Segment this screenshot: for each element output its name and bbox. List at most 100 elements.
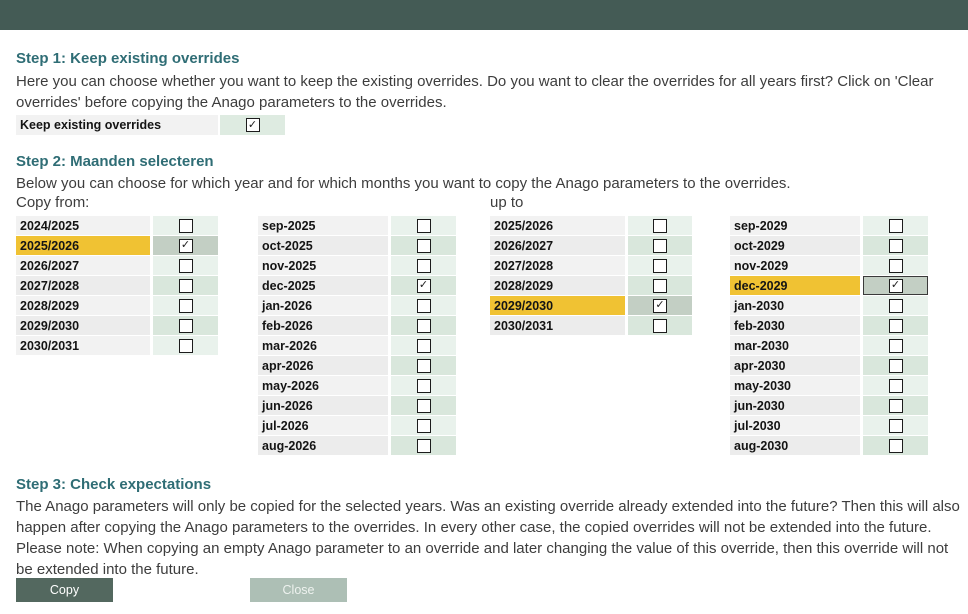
checkbox[interactable] <box>888 438 903 453</box>
table-row[interactable]: nov-2025 <box>258 256 456 276</box>
checkbox[interactable] <box>416 378 431 393</box>
table-row[interactable]: feb-2026 <box>258 316 456 336</box>
row-checkbox-cell[interactable] <box>863 236 928 256</box>
row-checkbox-cell[interactable] <box>863 396 928 416</box>
table-row[interactable]: dec-2025 <box>258 276 456 296</box>
row-checkbox-cell[interactable] <box>391 356 456 376</box>
row-checkbox-cell[interactable] <box>863 216 928 236</box>
checkbox[interactable] <box>653 258 667 273</box>
row-checkbox-cell[interactable] <box>863 276 928 296</box>
table-row[interactable]: aug-2030 <box>730 436 928 456</box>
checkbox[interactable] <box>653 218 667 233</box>
checkbox[interactable] <box>416 258 431 273</box>
table-row[interactable]: 2030/2031 <box>16 336 218 356</box>
row-checkbox-cell[interactable] <box>391 296 456 316</box>
table-row[interactable]: jun-2030 <box>730 396 928 416</box>
row-checkbox-cell[interactable] <box>628 236 692 256</box>
checkbox[interactable] <box>178 218 193 233</box>
table-row[interactable]: aug-2026 <box>258 436 456 456</box>
row-checkbox-cell[interactable] <box>153 276 218 296</box>
row-checkbox-cell[interactable] <box>153 296 218 316</box>
checkbox[interactable] <box>653 238 667 253</box>
checkbox[interactable] <box>888 238 903 253</box>
table-row[interactable]: 2027/2028 <box>16 276 218 296</box>
table-row[interactable]: apr-2026 <box>258 356 456 376</box>
checkbox[interactable] <box>178 258 193 273</box>
checkbox[interactable] <box>416 438 431 453</box>
table-row[interactable]: 2026/2027 <box>16 256 218 276</box>
checkbox[interactable] <box>416 318 431 333</box>
row-checkbox-cell[interactable] <box>391 256 456 276</box>
checkbox[interactable] <box>888 418 903 433</box>
row-checkbox-cell[interactable] <box>153 256 218 276</box>
checkbox[interactable] <box>888 278 903 293</box>
table-row[interactable]: 2027/2028 <box>490 256 692 276</box>
checkbox[interactable] <box>888 358 903 373</box>
checkbox[interactable] <box>888 218 903 233</box>
checkbox[interactable] <box>888 298 903 313</box>
row-checkbox-cell[interactable] <box>628 256 692 276</box>
table-row[interactable]: 2029/2030 <box>16 316 218 336</box>
table-row[interactable]: 2025/2026 <box>490 216 692 236</box>
row-checkbox-cell[interactable] <box>391 416 456 436</box>
row-checkbox-cell[interactable] <box>153 216 218 236</box>
row-checkbox-cell[interactable] <box>153 336 218 356</box>
checkbox[interactable] <box>416 418 431 433</box>
row-checkbox-cell[interactable] <box>628 276 692 296</box>
table-row[interactable]: 2025/2026 <box>16 236 218 256</box>
table-row[interactable]: mar-2026 <box>258 336 456 356</box>
table-row[interactable]: may-2026 <box>258 376 456 396</box>
table-row[interactable]: nov-2029 <box>730 256 928 276</box>
table-row[interactable]: jun-2026 <box>258 396 456 416</box>
table-row[interactable]: mar-2030 <box>730 336 928 356</box>
row-checkbox-cell[interactable] <box>863 316 928 336</box>
checkbox[interactable] <box>653 318 667 333</box>
keep-existing-overrides-checkbox-cell[interactable] <box>220 115 285 135</box>
table-row[interactable]: 2029/2030 <box>490 296 692 316</box>
checkbox[interactable] <box>888 258 903 273</box>
checkbox[interactable] <box>416 338 431 353</box>
table-row[interactable]: jan-2026 <box>258 296 456 316</box>
checkbox[interactable] <box>416 358 431 373</box>
checkbox[interactable] <box>178 238 193 253</box>
keep-existing-overrides-checkbox[interactable] <box>245 118 260 132</box>
table-row[interactable]: feb-2030 <box>730 316 928 336</box>
checkbox[interactable] <box>888 318 903 333</box>
row-checkbox-cell[interactable] <box>863 296 928 316</box>
table-row[interactable]: 2028/2029 <box>16 296 218 316</box>
table-row[interactable]: 2028/2029 <box>490 276 692 296</box>
checkbox[interactable] <box>888 398 903 413</box>
checkbox[interactable] <box>416 278 431 293</box>
table-row[interactable]: oct-2029 <box>730 236 928 256</box>
copy-button[interactable]: Copy <box>16 578 113 602</box>
checkbox[interactable] <box>178 298 193 313</box>
checkbox[interactable] <box>178 278 193 293</box>
row-checkbox-cell[interactable] <box>863 256 928 276</box>
checkbox[interactable] <box>653 278 667 293</box>
row-checkbox-cell[interactable] <box>153 316 218 336</box>
checkbox[interactable] <box>178 318 193 333</box>
row-checkbox-cell[interactable] <box>391 316 456 336</box>
row-checkbox-cell[interactable] <box>863 356 928 376</box>
row-checkbox-cell[interactable] <box>391 336 456 356</box>
checkbox[interactable] <box>416 238 431 253</box>
table-row[interactable]: 2024/2025 <box>16 216 218 236</box>
table-row[interactable]: sep-2029 <box>730 216 928 236</box>
table-row[interactable]: oct-2025 <box>258 236 456 256</box>
row-checkbox-cell[interactable] <box>863 376 928 396</box>
row-checkbox-cell[interactable] <box>391 236 456 256</box>
row-checkbox-cell[interactable] <box>628 296 692 316</box>
checkbox[interactable] <box>416 218 431 233</box>
table-row[interactable]: dec-2029 <box>730 276 928 296</box>
row-checkbox-cell[interactable] <box>863 436 928 456</box>
table-row[interactable]: jan-2030 <box>730 296 928 316</box>
row-checkbox-cell[interactable] <box>628 216 692 236</box>
table-row[interactable]: 2030/2031 <box>490 316 692 336</box>
table-row[interactable]: jul-2026 <box>258 416 456 436</box>
checkbox[interactable] <box>888 338 903 353</box>
checkbox[interactable] <box>888 378 903 393</box>
row-checkbox-cell[interactable] <box>391 396 456 416</box>
checkbox[interactable] <box>416 398 431 413</box>
table-row[interactable]: sep-2025 <box>258 216 456 236</box>
close-button[interactable]: Close <box>250 578 347 602</box>
